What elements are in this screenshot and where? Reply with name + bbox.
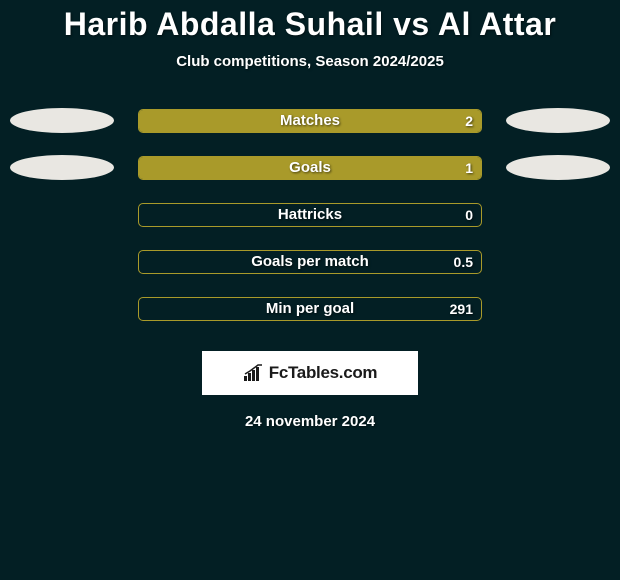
stat-row: Matches2 [0, 108, 620, 133]
stat-row: Hattricks0 [0, 202, 620, 227]
logo-text: FcTables.com [269, 363, 378, 383]
stat-label: Matches [139, 110, 481, 132]
stat-value: 0.5 [454, 251, 473, 273]
stat-value: 1 [465, 157, 473, 179]
stat-label: Min per goal [139, 298, 481, 320]
stat-bar: Goals per match0.5 [138, 250, 482, 274]
player-left-marker [10, 108, 114, 133]
spacer [506, 202, 610, 227]
spacer [506, 296, 610, 321]
stat-value: 2 [465, 110, 473, 132]
chart-icon [243, 364, 265, 382]
stat-label: Hattricks [139, 204, 481, 226]
spacer [10, 202, 114, 227]
spacer [10, 296, 114, 321]
spacer [506, 249, 610, 274]
stat-row: Goals1 [0, 155, 620, 180]
page-subtitle: Club competitions, Season 2024/2025 [0, 53, 620, 70]
stat-bar: Hattricks0 [138, 203, 482, 227]
footer-date: 24 november 2024 [0, 413, 620, 430]
stat-bar: Min per goal291 [138, 297, 482, 321]
stat-value: 0 [465, 204, 473, 226]
stat-bar: Matches2 [138, 109, 482, 133]
logo-box: FcTables.com [202, 351, 418, 395]
player-right-marker [506, 155, 610, 180]
comparison-card: Harib Abdalla Suhail vs Al Attar Club co… [0, 0, 620, 430]
stat-row: Min per goal291 [0, 296, 620, 321]
player-left-marker [10, 155, 114, 180]
stat-row: Goals per match0.5 [0, 249, 620, 274]
spacer [10, 249, 114, 274]
stat-label: Goals per match [139, 251, 481, 273]
page-title: Harib Abdalla Suhail vs Al Attar [0, 6, 620, 43]
player-right-marker [506, 108, 610, 133]
stat-bar: Goals1 [138, 156, 482, 180]
stat-value: 291 [450, 298, 473, 320]
stat-label: Goals [139, 157, 481, 179]
stat-rows: Matches2Goals1Hattricks0Goals per match0… [0, 108, 620, 321]
